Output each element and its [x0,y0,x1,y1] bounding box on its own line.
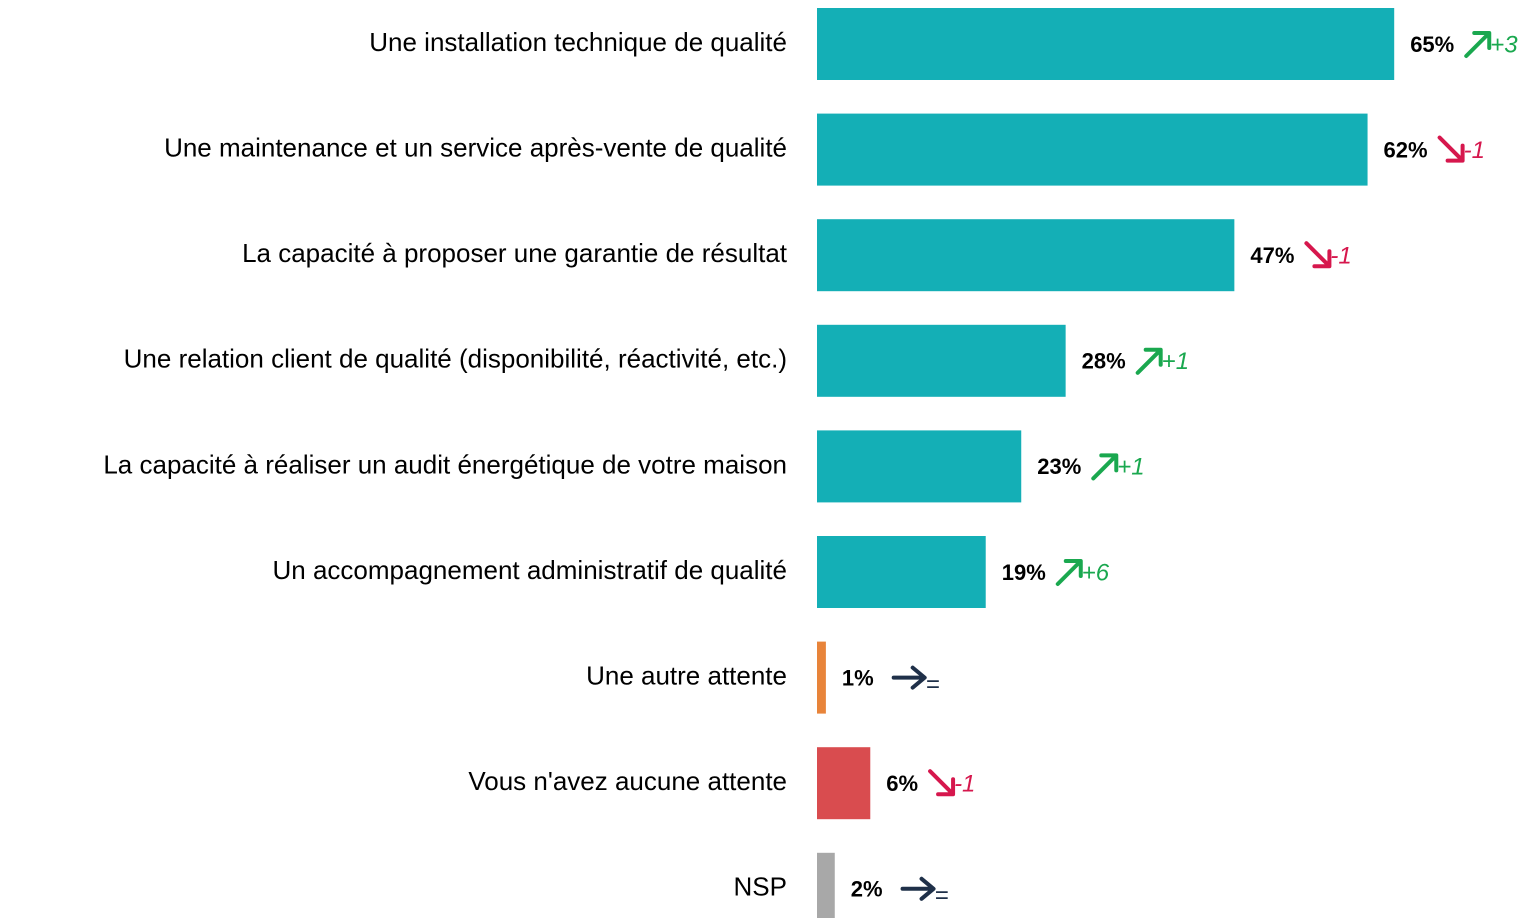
category-label: Une installation technique de qualité [369,27,787,57]
bar [817,8,1395,80]
bar [817,430,1022,503]
value-label: 1% [842,665,874,690]
change-label: = [926,671,940,698]
bar [817,852,835,918]
bar [817,641,826,714]
bar [817,113,1368,186]
bar [817,536,986,608]
change-label: +3 [1490,31,1518,58]
trend-arrow [1055,559,1083,586]
value-label: 62% [1384,137,1428,162]
trend-arrow [1091,453,1119,481]
category-label: Une maintenance et un service après-vent… [164,132,787,162]
category-label: Une relation client de qualité (disponib… [124,344,787,374]
trend-arrow [1437,135,1465,163]
change-label: +1 [1117,454,1144,481]
trend-arrow [1135,347,1163,375]
bar [817,324,1066,397]
value-label: 23% [1037,454,1081,479]
category-label: NSP [734,872,787,902]
change-label: +1 [1162,348,1189,375]
trend-arrow [900,876,936,901]
change-label: -1 [954,771,975,798]
change-label: +6 [1082,559,1110,586]
category-label: Vous n'avez aucune attente [468,766,787,796]
change-label: -1 [1464,137,1485,164]
value-label: 65% [1410,32,1454,57]
trend-arrow [928,769,956,797]
change-label: = [935,882,949,909]
value-label: 28% [1082,349,1126,374]
value-label: 2% [851,877,883,902]
value-label: 47% [1250,243,1294,268]
value-label: 19% [1002,560,1046,585]
category-label: La capacité à réaliser un audit énergéti… [103,449,787,479]
category-label: Un accompagnement administratif de quali… [272,555,787,585]
value-label: 6% [886,771,918,796]
bar [817,219,1235,292]
trend-arrow [1304,241,1332,269]
change-label: -1 [1330,243,1351,270]
trend-arrow [1464,31,1492,58]
bar [817,747,871,820]
trend-arrow [891,665,927,690]
category-label: Une autre attente [586,660,787,690]
category-label: La capacité à proposer une garantie de r… [242,238,788,268]
